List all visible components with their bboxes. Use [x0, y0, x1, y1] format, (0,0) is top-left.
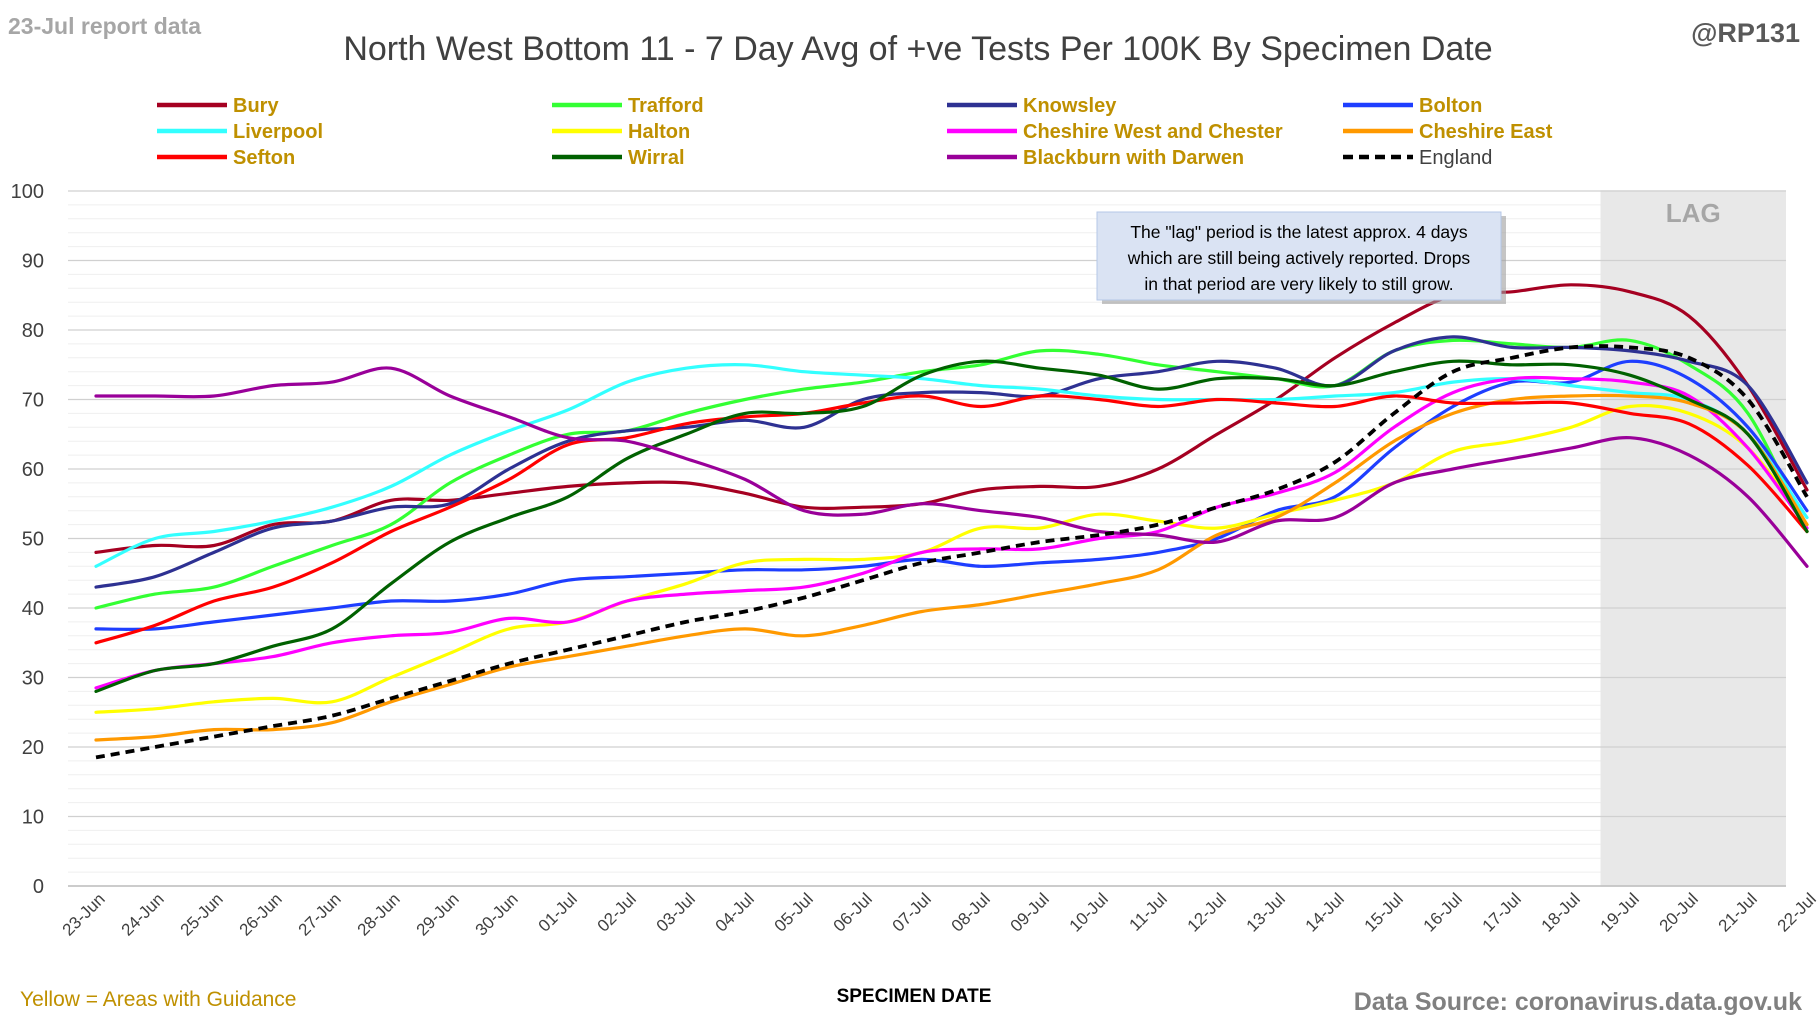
y-tick-label: 40 — [22, 598, 44, 620]
series-lines — [94, 283, 1809, 760]
lag-callout: The "lag" period is the latest approx. 4… — [1096, 211, 1506, 304]
y-tick-label: 0 — [33, 876, 44, 898]
legend-label-sefton: Sefton — [233, 147, 295, 169]
legend-label-cheshire-east: Cheshire East — [1419, 121, 1553, 143]
series-line-cheshire-west-and-chester — [94, 375, 1809, 690]
lag-callout-box — [1096, 211, 1502, 301]
legend-label-wirral: Wirral — [628, 147, 685, 169]
lag-label: LAG — [1666, 198, 1721, 228]
legend-label-bury: Bury — [233, 95, 279, 117]
data-source: Data Source: coronavirus.data.gov.uk — [1354, 988, 1802, 1016]
legend-label-england: England — [1419, 147, 1492, 169]
legend: Bury Trafford Knowsley Bolton Liverpool Halto… — [157, 95, 1553, 169]
y-tick-label: 100 — [11, 181, 44, 203]
y-tick-label: 90 — [22, 251, 44, 273]
legend-label-trafford: Trafford — [628, 95, 704, 117]
y-axis: 0 10 20 30 40 50 60 70 80 90 100 — [11, 181, 44, 898]
series-line-blackburn-with-darwen — [94, 366, 1809, 568]
legend-label-bolton: Bolton — [1419, 95, 1482, 117]
lag-callout-line-2: which are still being actively reported.… — [1127, 248, 1471, 268]
series-line-bury — [94, 283, 1809, 554]
legend-label-liverpool: Liverpool — [233, 121, 323, 143]
y-tick-label: 10 — [22, 807, 44, 829]
y-tick-label: 30 — [22, 668, 44, 690]
series-line-cheshire-east — [94, 393, 1809, 742]
author-handle: @RP131 — [1691, 18, 1800, 48]
lag-callout-line-1: The "lag" period is the latest approx. 4… — [1130, 222, 1468, 242]
legend-label-cheshire-west-and-chester: Cheshire West and Chester — [1023, 121, 1283, 143]
footer-note: Yellow = Areas with Guidance — [20, 988, 296, 1011]
x-axis-title: SPECIMEN DATE — [837, 986, 992, 1007]
series-line-halton — [94, 403, 1809, 714]
series-line-sefton — [94, 394, 1809, 645]
y-tick-label: 50 — [22, 529, 44, 551]
series-line-wirral — [94, 359, 1809, 693]
legend-label-knowsley: Knowsley — [1023, 95, 1117, 117]
y-tick-label: 70 — [22, 390, 44, 412]
y-tick-label: 80 — [22, 320, 44, 342]
chart-title: North West Bottom 11 - 7 Day Avg of +ve … — [343, 30, 1492, 68]
series-line-england — [95, 344, 1809, 760]
legend-label-blackburn-with-darwen: Blackburn with Darwen — [1023, 147, 1244, 169]
y-tick-label: 20 — [22, 737, 44, 759]
legend-label-halton: Halton — [628, 121, 690, 143]
lag-callout-line-3: in that period are very likely to still … — [1144, 274, 1453, 294]
report-label: 23-Jul report data — [8, 13, 201, 39]
series-line-knowsley — [94, 335, 1809, 589]
y-tick-label: 60 — [22, 459, 44, 481]
series-line-liverpool — [94, 363, 1809, 568]
